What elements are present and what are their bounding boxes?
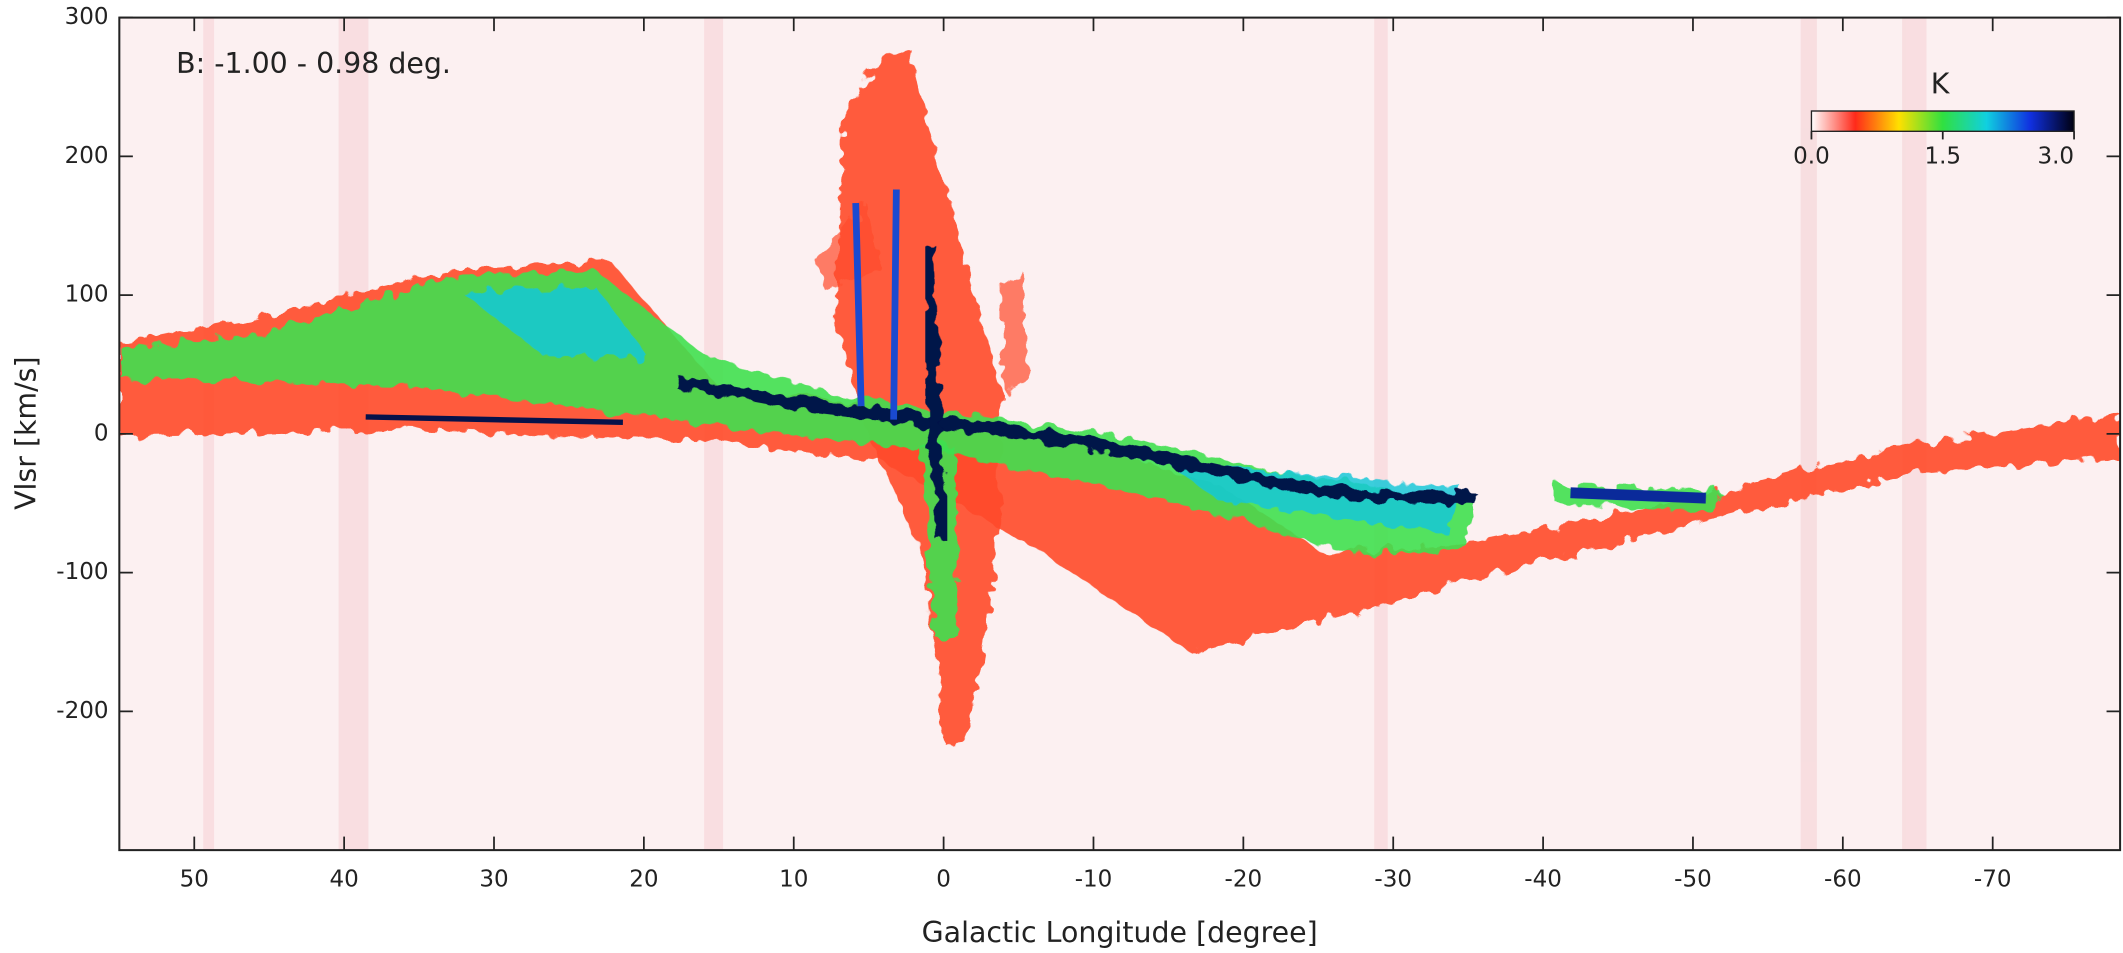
colorbar-tick-label: 3.0 xyxy=(2037,144,2074,170)
colorbar-tick-label: 1.5 xyxy=(1924,144,1961,170)
y-tick-label: 200 xyxy=(65,143,109,169)
colorbar-title: K xyxy=(1931,67,1951,100)
y-tick-label: 100 xyxy=(65,282,109,308)
colorbar xyxy=(1810,110,2075,132)
emission-image xyxy=(119,17,2121,851)
annotation: B: -1.00 - 0.98 deg. xyxy=(176,47,451,80)
y-axis-label: Vlsr [km/s] xyxy=(9,356,42,510)
x-tick-label: 0 xyxy=(936,866,951,892)
y-tick-label: -100 xyxy=(56,559,108,585)
x-tick-label: 50 xyxy=(180,866,209,892)
x-tick-label: -50 xyxy=(1674,866,1712,892)
plot-background xyxy=(119,17,2121,851)
x-tick-label: -20 xyxy=(1225,866,1263,892)
x-tick-label: 30 xyxy=(479,866,508,892)
x-tick-label: -70 xyxy=(1974,866,2012,892)
x-tick-label: 10 xyxy=(779,866,808,892)
y-tick-label: 300 xyxy=(65,4,109,30)
x-tick-label: 40 xyxy=(329,866,358,892)
y-tick-label: -200 xyxy=(56,698,108,724)
colorbar-tick-label: 0.0 xyxy=(1793,144,1830,170)
x-tick-label: -30 xyxy=(1374,866,1412,892)
x-tick-label: -60 xyxy=(1824,866,1862,892)
x-tick-label: 20 xyxy=(629,866,658,892)
y-tick-label: 0 xyxy=(94,420,109,446)
x-tick-label: -10 xyxy=(1075,866,1113,892)
x-tick-label: -40 xyxy=(1524,866,1562,892)
x-axis-label: Galactic Longitude [degree] xyxy=(922,916,1318,949)
